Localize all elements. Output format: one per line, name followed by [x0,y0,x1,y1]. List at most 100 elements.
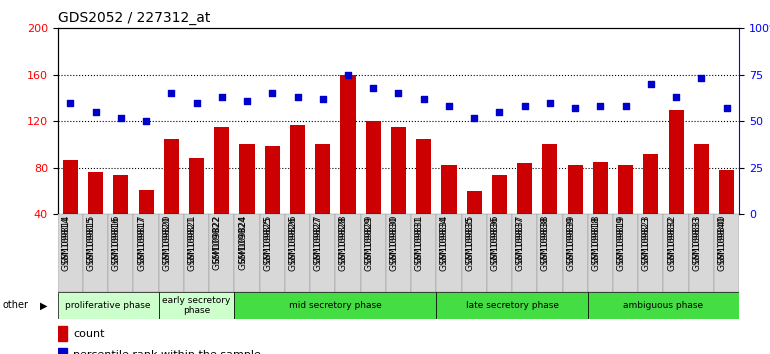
Point [594,103,607,109]
Bar [234,292,437,319]
Text: GSM109820: GSM109820 [162,214,171,263]
Bar [563,214,588,292]
Text: GSM109829: GSM109829 [364,214,373,263]
Point [392,91,404,96]
Bar [411,214,437,292]
Point [569,105,581,111]
Bar [58,326,68,341]
Bar [593,162,608,214]
Text: GSM109831: GSM109831 [415,214,424,263]
Bar [517,163,532,214]
Bar [487,214,512,292]
Text: late secretory phase: late secretory phase [466,301,558,310]
Point [367,85,380,91]
Text: GSM109817: GSM109817 [137,216,146,271]
Bar [83,214,109,292]
Text: GSM109832: GSM109832 [667,214,676,263]
Bar [694,144,709,214]
Bar [184,214,209,292]
Text: GSM109816: GSM109816 [112,216,121,271]
Text: GSM109826: GSM109826 [289,216,297,270]
Text: GSM109814: GSM109814 [62,216,70,270]
Text: GSM109837: GSM109837 [516,216,524,271]
Bar [285,214,310,292]
Point [670,94,682,100]
Bar [461,214,487,292]
Point [443,103,455,109]
Bar [467,191,482,214]
Text: GSM109816: GSM109816 [112,214,121,263]
Text: proliferative phase: proliferative phase [65,301,151,310]
Point [64,100,76,105]
Text: GSM109826: GSM109826 [289,214,297,263]
Point [291,94,303,100]
Text: GSM109823: GSM109823 [642,214,651,263]
Text: GSM109823: GSM109823 [642,216,651,270]
Text: GSM109830: GSM109830 [390,216,398,271]
Bar [542,144,557,214]
Bar [437,214,461,292]
Bar [113,175,129,214]
Text: GDS2052 / 227312_at: GDS2052 / 227312_at [58,11,210,25]
Bar [441,165,457,214]
Bar [360,214,386,292]
Text: GSM109822: GSM109822 [213,214,222,263]
Bar [265,145,280,214]
Text: GSM109815: GSM109815 [86,216,95,271]
Bar [310,214,336,292]
Point [266,91,279,96]
Bar [512,214,537,292]
Point [115,115,127,120]
Bar [58,214,83,292]
Text: GSM109832: GSM109832 [667,216,676,270]
Point [619,103,631,109]
Point [89,109,102,115]
Bar [714,214,739,292]
Text: GSM109834: GSM109834 [440,214,449,263]
Text: other: other [2,300,28,310]
Bar [63,160,78,214]
Text: GSM109822: GSM109822 [213,216,222,270]
Bar [643,154,658,214]
Point [140,118,152,124]
Text: GSM109825: GSM109825 [263,216,273,270]
Bar [588,214,613,292]
Text: GSM109827: GSM109827 [313,216,323,270]
Text: GSM109838: GSM109838 [541,216,550,271]
Text: GSM109836: GSM109836 [490,214,500,263]
Text: early secretory
phase: early secretory phase [162,296,231,315]
Bar [668,110,684,214]
Point [417,96,430,102]
Text: GSM109818: GSM109818 [591,216,601,271]
Text: mid secretory phase: mid secretory phase [289,301,382,310]
Point [316,96,329,102]
Text: percentile rank within the sample: percentile rank within the sample [73,350,261,354]
Bar [492,175,507,214]
Text: GSM109840: GSM109840 [718,214,727,263]
Bar [366,121,381,214]
Text: GSM109815: GSM109815 [86,214,95,263]
Bar [109,214,133,292]
Point [241,98,253,104]
Bar [437,292,588,319]
Text: GSM109825: GSM109825 [263,214,273,263]
Bar [259,214,285,292]
Bar [159,292,234,319]
Text: GSM109836: GSM109836 [490,216,500,271]
Text: GSM109824: GSM109824 [238,216,247,270]
Bar [340,75,356,214]
Text: GSM109840: GSM109840 [718,216,727,270]
Bar [133,214,159,292]
Bar [386,214,411,292]
Bar [139,190,154,214]
Point [468,115,480,120]
Text: GSM109819: GSM109819 [617,216,625,271]
Bar [688,214,714,292]
Text: GSM109833: GSM109833 [692,216,701,271]
Point [190,100,203,105]
Bar [214,127,229,214]
Text: ▶: ▶ [40,300,48,310]
Bar [239,144,255,214]
Text: GSM109839: GSM109839 [566,214,575,263]
Bar [336,214,360,292]
